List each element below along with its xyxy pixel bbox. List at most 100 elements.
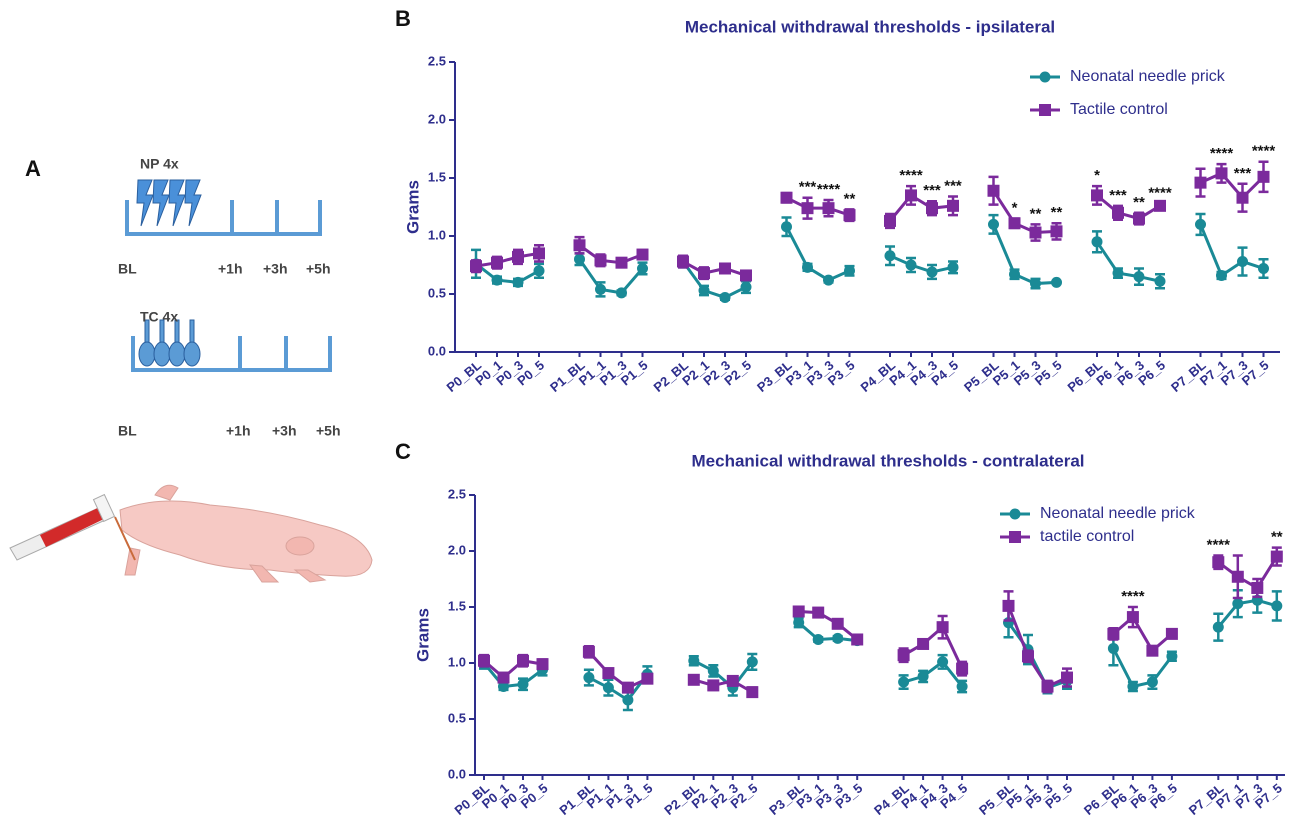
marker — [802, 261, 813, 273]
significance-label: ** — [1271, 529, 1283, 546]
marker — [1133, 212, 1145, 225]
line-segment — [888, 193, 954, 222]
marker — [1215, 167, 1228, 180]
legend-label: Neonatal needle prick — [1070, 68, 1226, 85]
chart-title: Mechanical withdrawal thresholds - contr… — [692, 451, 1085, 470]
panel-label: A — [25, 156, 41, 181]
marker — [1146, 676, 1158, 688]
legend-label: tactile control — [1040, 528, 1134, 545]
significance-label: ** — [1030, 205, 1042, 222]
time-mark: BL — [118, 423, 137, 439]
marker — [926, 266, 938, 278]
significance-label: *** — [944, 178, 962, 195]
marker — [1212, 556, 1225, 569]
marker — [1002, 599, 1015, 612]
line-segment — [681, 260, 747, 300]
marker — [1216, 269, 1227, 281]
y-tick-label: 2.0 — [448, 542, 466, 557]
marker — [812, 633, 824, 645]
line-segment — [1095, 240, 1161, 283]
marker — [616, 287, 627, 299]
line-segment — [1096, 194, 1161, 221]
needle-icons — [136, 179, 202, 227]
marker — [781, 221, 792, 233]
marker — [917, 670, 929, 682]
marker — [497, 671, 510, 684]
marker — [602, 682, 614, 694]
line-segment — [992, 223, 1057, 286]
marker — [517, 654, 529, 667]
significance-label: **** — [817, 181, 841, 198]
y-tick-label: 0.5 — [448, 710, 466, 725]
marker — [512, 276, 524, 288]
marker — [1271, 600, 1283, 612]
marker — [792, 605, 805, 618]
marker — [573, 239, 586, 252]
marker — [1251, 581, 1264, 594]
marker — [812, 606, 825, 619]
marker — [1112, 206, 1124, 219]
legend-marker — [1009, 531, 1021, 543]
time-mark: +1h — [218, 261, 243, 277]
marker — [533, 247, 545, 260]
series — [470, 212, 1269, 303]
significance-label: **** — [1148, 184, 1172, 201]
line-segment — [797, 621, 858, 643]
line-segment — [785, 196, 850, 217]
marker — [1166, 650, 1178, 662]
marker — [780, 191, 793, 204]
line-segment — [693, 659, 754, 690]
significance-label: ** — [1133, 194, 1145, 211]
marker — [726, 674, 739, 687]
marker — [1107, 642, 1119, 654]
marker — [898, 676, 910, 688]
series — [478, 586, 1283, 712]
y-tick-label: 0.0 — [428, 343, 446, 358]
marker — [478, 654, 490, 667]
line-segment — [587, 650, 649, 690]
y-tick-label: 0.0 — [448, 766, 466, 781]
chart-title: Mechanical withdrawal thresholds - ipsil… — [685, 17, 1055, 36]
time-mark: +5h — [306, 261, 331, 277]
marker — [1091, 236, 1103, 248]
line-segment — [682, 260, 747, 277]
marker — [512, 250, 524, 263]
marker — [1107, 627, 1120, 640]
marker — [582, 645, 595, 658]
marker — [1061, 671, 1073, 684]
marker — [1091, 189, 1103, 202]
line-segment — [578, 258, 644, 295]
marker — [1270, 550, 1283, 563]
marker — [1112, 267, 1124, 279]
marker — [947, 199, 959, 212]
line-segment — [903, 659, 964, 688]
marker — [740, 281, 752, 293]
significance-label: **** — [1207, 536, 1231, 553]
y-axis-label: Grams — [403, 180, 422, 234]
marker — [1165, 627, 1178, 640]
marker — [1030, 278, 1041, 290]
line-segment — [693, 678, 754, 694]
marker — [1133, 271, 1145, 283]
line-segment — [475, 262, 540, 284]
marker — [517, 678, 529, 690]
marker — [832, 632, 844, 644]
marker — [844, 265, 855, 277]
significance-label: *** — [1234, 165, 1252, 182]
pup-illustration — [9, 484, 373, 583]
marker — [641, 672, 654, 685]
marker — [1146, 644, 1159, 657]
y-tick-label: 2.0 — [428, 111, 446, 126]
time-mark: +1h — [226, 423, 251, 439]
marker — [801, 202, 814, 215]
marker — [1231, 570, 1244, 583]
significance-label: ** — [844, 190, 856, 207]
y-axis-label: Grams — [413, 608, 432, 662]
line-segment — [1112, 647, 1174, 689]
y-tick-label: 1.0 — [428, 227, 446, 242]
marker — [822, 202, 835, 215]
marker — [1258, 262, 1269, 274]
line-segment — [1217, 555, 1279, 590]
legend-label: Tactile control — [1070, 101, 1168, 118]
timeline — [131, 336, 332, 372]
